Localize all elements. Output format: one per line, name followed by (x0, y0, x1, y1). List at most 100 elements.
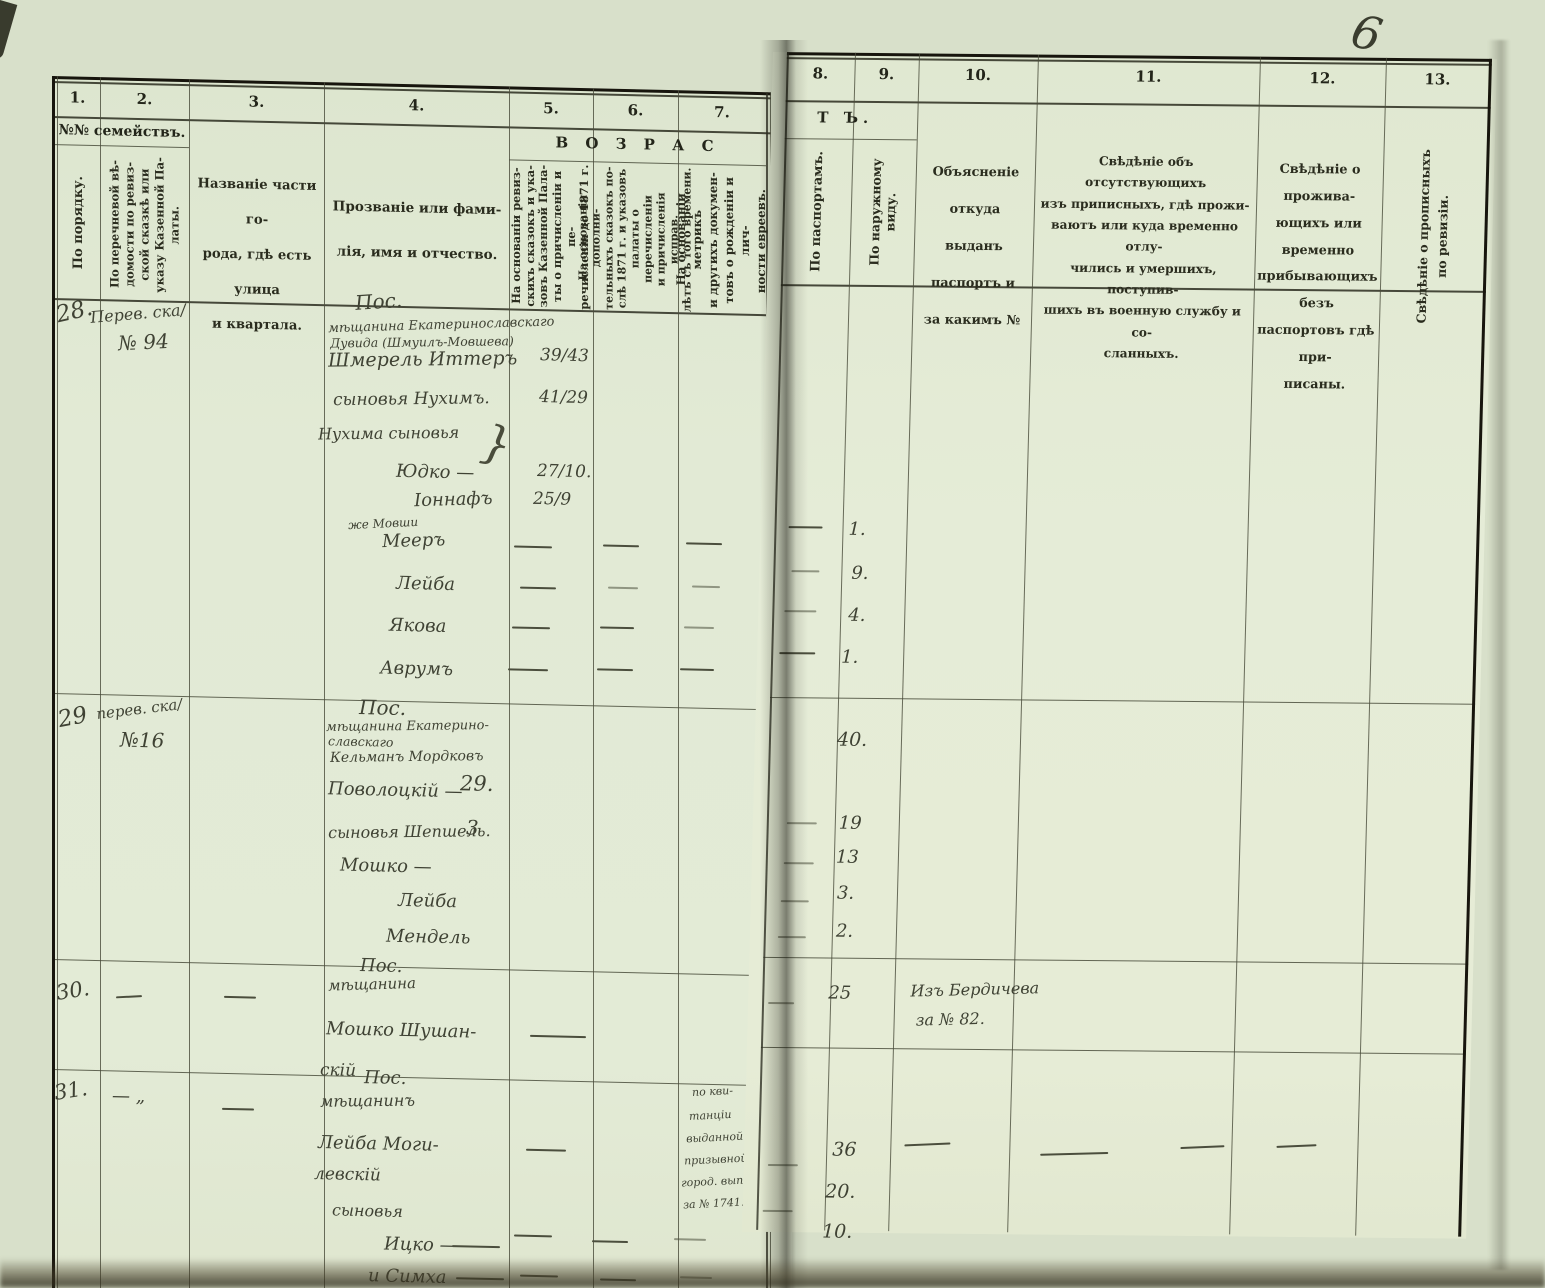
name-line: Нухима сыновья (317, 422, 460, 444)
ditto-dash (684, 626, 714, 630)
column-label-4: Прозваніе или фами- лія, имя и отчество. (332, 198, 502, 263)
rule-line (52, 1069, 771, 1087)
ditto-dash (222, 1107, 254, 1111)
age-value: 3 (466, 815, 479, 840)
name-line: Лейба (398, 889, 457, 913)
family-ref: №16 (120, 727, 165, 753)
column-label-11: Свѣдѣніе объ отсутствующихъ изъ приписны… (1040, 154, 1250, 361)
page-edge-shadow (1488, 40, 1510, 1270)
rule-line (100, 77, 101, 1288)
appearance-age: 4. (847, 604, 866, 626)
appearance-age: 3. (836, 882, 855, 904)
name-line: славскаго (328, 733, 394, 750)
age-value: 25/9 (533, 488, 572, 510)
ditto-dash (686, 542, 722, 546)
age-value: 29. (460, 771, 494, 797)
ditto-dash (692, 585, 720, 589)
column-number-1: 1. (69, 88, 86, 107)
column-label-2: По перечневой вѣ- домости по ревиз- ской… (107, 156, 182, 293)
ditto-dash (600, 626, 634, 630)
name-line: Мошко — (340, 854, 432, 878)
ditto-dash (597, 668, 633, 672)
ditto-dash (530, 1034, 586, 1039)
ditto-dash (512, 626, 550, 630)
name-line: Пос. (364, 1067, 407, 1090)
ditto-dash (608, 586, 638, 590)
age-value: 41/29 (539, 387, 588, 409)
name-line: Лейба (396, 572, 455, 596)
family-ref: Перев. ска/ (89, 300, 187, 327)
appearance-age: 10. (821, 1220, 853, 1243)
ditto-dash (1180, 1145, 1225, 1150)
name-line: мѣщанина Екатерино- (325, 718, 490, 736)
ditto-dash (592, 1240, 628, 1244)
name-line: Мендель (386, 925, 471, 949)
ditto-dash (452, 1245, 500, 1249)
age-value: 27/10. (537, 461, 592, 483)
age-banner-left: В О З Р А С (555, 133, 720, 156)
column-number-9: 9. (878, 65, 895, 84)
column-label-13: Свѣдѣніе о прописныхъ по ревизіи. (1413, 148, 1451, 324)
family-ref: № 94 (117, 328, 170, 356)
appearance-age: 1. (848, 518, 866, 540)
appearance-age: 19 (838, 812, 863, 834)
column-number-12: 12. (1309, 69, 1336, 88)
name-line: левскій (314, 1163, 381, 1186)
appearance-age: 36 (831, 1138, 857, 1161)
name-line: Кельманъ Мордковъ (329, 748, 484, 766)
column-number-10: 10. (964, 65, 992, 85)
metric-note-line: за № 1741. (682, 1195, 745, 1212)
column-number-3: 3. (248, 92, 265, 111)
appearance-age: 20. (824, 1180, 856, 1203)
name-line: сыновья (332, 1200, 403, 1221)
column-number-5: 5. (543, 99, 559, 118)
name-line: Мошко Шушан- (326, 1018, 477, 1043)
ditto-dash (1040, 1152, 1109, 1156)
ditto-dash (514, 545, 552, 549)
column-label-10: Объясненіе откуда выданъ паспортъ и за к… (923, 164, 1021, 329)
column-label-3: Названіе части го- рода, гдѣ есть улица … (197, 176, 317, 334)
name-line: скій (320, 1060, 357, 1081)
column-label-6: На основаніи дополни- тельныхъ сказокъ п… (576, 166, 694, 313)
rule-line (55, 144, 189, 149)
appearance-age: 25 (828, 982, 852, 1004)
column-number-11: 11. (1135, 67, 1162, 86)
families-banner: №№ семействъ. (58, 122, 186, 142)
name-line: мѣщанинъ (319, 1090, 416, 1111)
name-line: сыновья Нухимъ. (332, 388, 490, 411)
rule-line (52, 76, 55, 1288)
metric-note-line: призывной (683, 1151, 748, 1168)
appearance-age: 13 (835, 846, 860, 868)
column-label-7: На основаніи метрикъ и другихъ докумен- … (674, 171, 768, 309)
handwritten-brace: } (476, 413, 517, 473)
scan-corner-mark (0, 0, 18, 61)
column-number-7: 7. (714, 103, 730, 122)
metric-note-line: по кви- (691, 1084, 734, 1099)
name-line: Пос. (354, 287, 404, 315)
column-number-6: 6. (627, 101, 644, 120)
appearance-age: 1. (840, 646, 859, 668)
metric-note-line: город. вып. (680, 1173, 748, 1190)
column-number-13: 13. (1424, 70, 1451, 89)
ditto-mark: — „ (112, 1085, 146, 1108)
scan-bottom-smudge (0, 1258, 1545, 1288)
name-line: Іоннафъ (413, 487, 493, 512)
ditto-dash (115, 995, 143, 999)
column-number-4: 4. (408, 96, 425, 115)
ditto-dash (526, 1148, 566, 1152)
name-line: Якова (389, 614, 447, 637)
passport-origin: за № 82. (915, 1008, 985, 1030)
name-line: Мееръ (381, 529, 446, 553)
appearance-age: 2. (835, 920, 854, 942)
column-number-2: 2. (136, 89, 153, 109)
ditto-dash (520, 586, 556, 590)
right-page: 8. 9. 10. 11. 12. 13. Т Ъ. По паспортамъ… (742, 52, 1497, 1243)
column-label-1: По порядку. (70, 175, 86, 270)
name-line: Поволоцкій — (328, 778, 463, 803)
name-line: мѣщанина Екатеринославскаго (327, 314, 555, 337)
ditto-dash (680, 668, 714, 672)
ditto-dash (224, 995, 256, 999)
name-line: мѣщанина (327, 973, 417, 995)
metric-note-line: танціи (688, 1107, 732, 1123)
